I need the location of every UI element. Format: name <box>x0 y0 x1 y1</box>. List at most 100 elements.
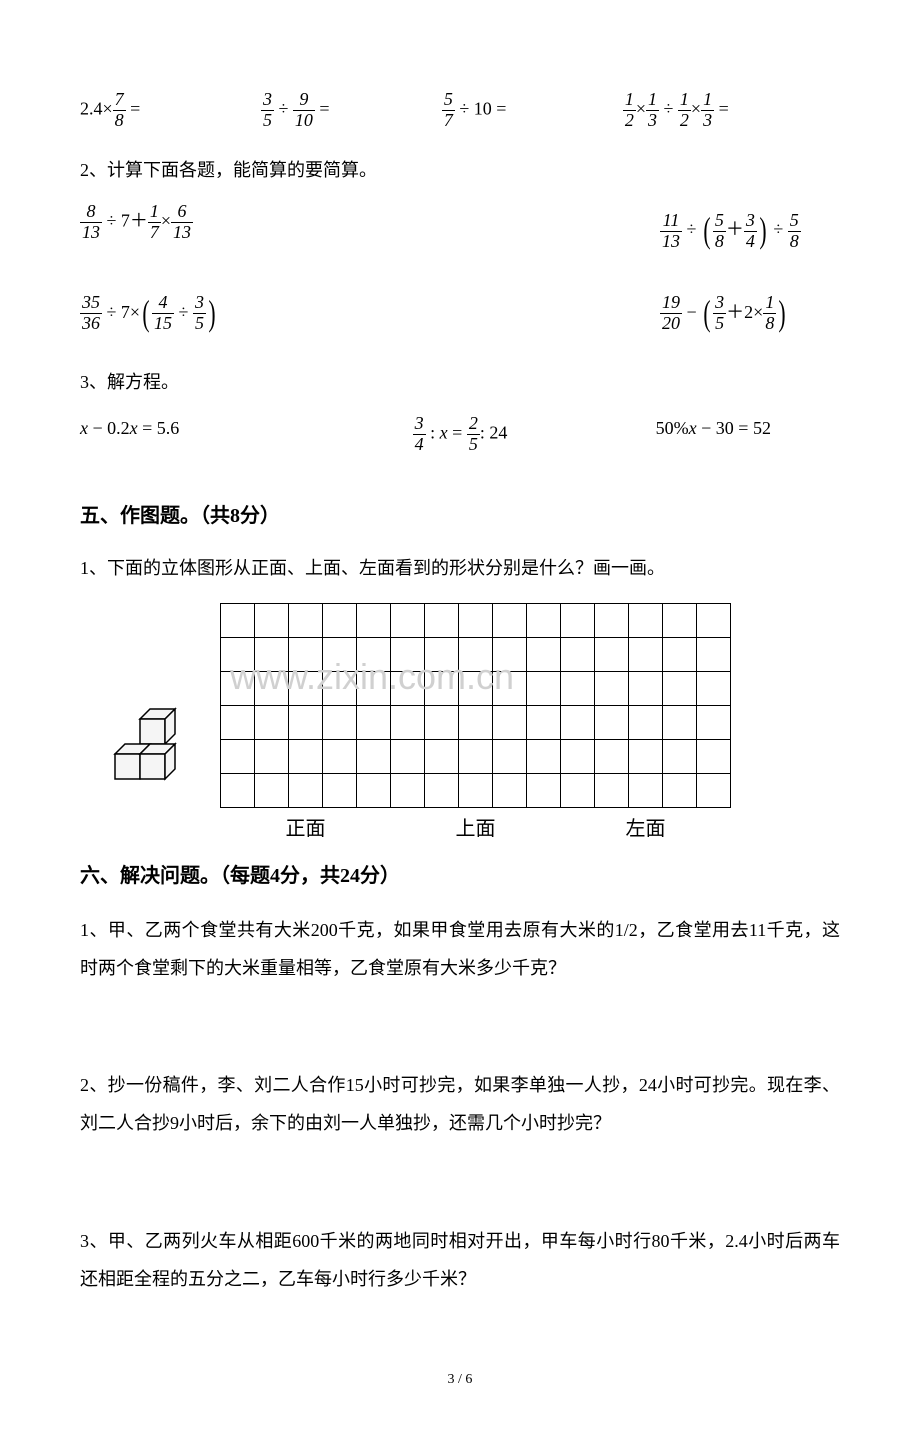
grid-cell <box>289 637 323 671</box>
grid-cell <box>527 637 561 671</box>
grid-cell <box>561 671 595 705</box>
grid-cell <box>357 705 391 739</box>
math-row-1: 2.4×78 = 35 ÷ 910 = 57 ÷ 10 = 12×13 ÷ 12… <box>80 90 840 131</box>
expr-3: 57 ÷ 10 = <box>442 90 623 131</box>
den: 10 <box>293 111 315 131</box>
grid-cell <box>459 739 493 773</box>
grid-cell <box>663 603 697 637</box>
den: 13 <box>80 223 102 243</box>
grid-cell <box>663 671 697 705</box>
num: 9 <box>293 90 315 111</box>
grid-cell <box>697 603 731 637</box>
grid-cell <box>323 637 357 671</box>
label-top: 上面 <box>456 813 496 845</box>
grid-cell <box>255 773 289 807</box>
den: 5 <box>713 314 726 334</box>
grid-cell <box>595 603 629 637</box>
section-6-title: 六、解决问题。（每题4分，共24分） <box>80 860 840 892</box>
num: 35 <box>80 293 102 314</box>
grid-cell <box>561 739 595 773</box>
grid-cell <box>629 773 663 807</box>
grid-cell <box>221 671 255 705</box>
problem-3: 3、甲、乙两列火车从相距600千米的两地同时相对开出，甲车每小时行80千米，2.… <box>80 1223 840 1299</box>
grid-cell <box>663 705 697 739</box>
math-row-2a: 813 ÷ 7＋17×613 1113 ÷ (58＋34) ÷ 58 <box>80 202 840 260</box>
grid-cell <box>221 773 255 807</box>
num: 5 <box>442 90 455 111</box>
grid-cell <box>493 705 527 739</box>
grid-cell <box>629 637 663 671</box>
grid-cell <box>697 705 731 739</box>
eq-2: 34 : x = 25: 24 <box>333 414 586 455</box>
num: 3 <box>413 414 426 435</box>
num: 11 <box>660 211 682 232</box>
den: 15 <box>152 314 174 334</box>
grid-cell <box>527 773 561 807</box>
expr-1: 2.4×78 = <box>80 90 261 131</box>
grid-cell <box>221 637 255 671</box>
num: 3 <box>744 211 757 232</box>
expr-4: 12×13 ÷ 12×13 = <box>623 90 840 131</box>
grid-cell <box>391 773 425 807</box>
grid-cell <box>289 603 323 637</box>
grid-cell <box>255 671 289 705</box>
den: 2 <box>678 111 691 131</box>
num: 1 <box>678 90 691 111</box>
section-5-title: 五、作图题。（共8分） <box>80 500 840 532</box>
val: 7 <box>121 211 130 231</box>
grid-cell <box>289 671 323 705</box>
grid-cell <box>425 603 459 637</box>
cubes-icon <box>110 701 205 796</box>
den: 8 <box>113 111 126 131</box>
num: 19 <box>660 293 682 314</box>
grid-cell <box>561 773 595 807</box>
label-left: 左面 <box>626 813 666 845</box>
expr-left-2: 3536 ÷ 7×(415 ÷ 35) <box>80 285 460 343</box>
grid-cell <box>357 773 391 807</box>
grid-cell <box>255 705 289 739</box>
eq-1: x − 0.2x = 5.6 <box>80 414 333 455</box>
den: 7 <box>148 223 161 243</box>
spacer <box>80 1007 840 1047</box>
grid-cell <box>425 671 459 705</box>
grid-cell <box>289 739 323 773</box>
grid-cell <box>391 637 425 671</box>
val: 10 <box>474 98 492 118</box>
grid-cell <box>323 671 357 705</box>
grid-cell <box>663 637 697 671</box>
grid-cell <box>391 705 425 739</box>
grid-cell <box>357 739 391 773</box>
grid-cell <box>663 773 697 807</box>
grid-cell <box>493 603 527 637</box>
grid-cell <box>629 705 663 739</box>
grid-cell <box>493 671 527 705</box>
grid-cell <box>595 671 629 705</box>
grid-cell <box>357 671 391 705</box>
grid-cell <box>493 739 527 773</box>
grid-cell <box>425 637 459 671</box>
grid-cell <box>595 773 629 807</box>
grid-cell <box>391 739 425 773</box>
grid-cell <box>323 705 357 739</box>
expr-left-1: 813 ÷ 7＋17×613 <box>80 202 460 260</box>
num: 7 <box>113 90 126 111</box>
den: 20 <box>660 314 682 334</box>
grid-cell <box>459 705 493 739</box>
grid-cell <box>697 671 731 705</box>
grid-cell <box>561 637 595 671</box>
grid-cell <box>493 637 527 671</box>
tail: : 24 <box>480 423 508 443</box>
val: 2.4 <box>80 98 103 118</box>
grid-cell <box>459 603 493 637</box>
num: 1 <box>148 202 161 223</box>
grid-cell <box>629 671 663 705</box>
grid-cell <box>221 739 255 773</box>
den: 4 <box>413 435 426 455</box>
den: 8 <box>713 232 726 252</box>
den: 8 <box>788 232 801 252</box>
q3-label: 3、解方程。 <box>80 368 840 397</box>
grid-cell <box>391 671 425 705</box>
grid-cell <box>323 603 357 637</box>
num: 1 <box>646 90 659 111</box>
val: 2 <box>744 302 753 322</box>
